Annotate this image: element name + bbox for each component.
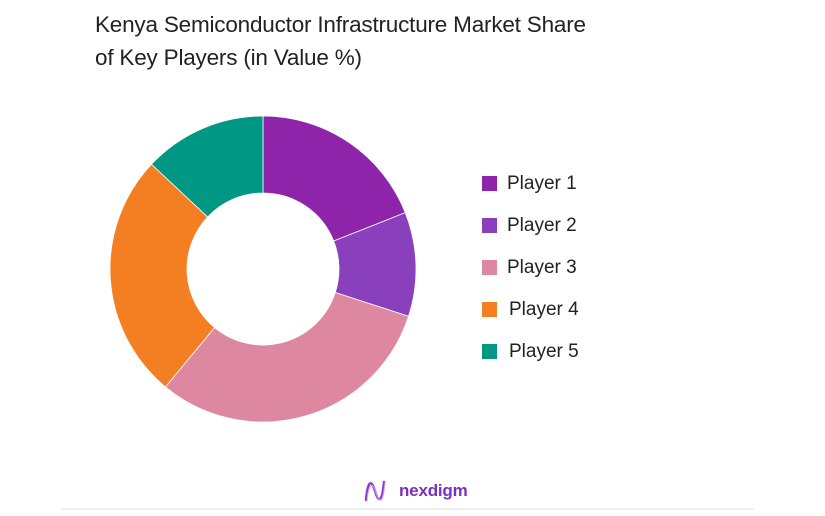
nexdigm-wave-icon <box>364 480 386 502</box>
legend-label: Player 2 <box>507 215 577 236</box>
chart-title-line1: Kenya Semiconductor Infrastructure Marke… <box>95 12 586 37</box>
legend-swatch <box>482 302 497 317</box>
donut-slice-player-4[interactable] <box>109 163 216 388</box>
brand-logo: nexdigm <box>364 478 468 504</box>
legend-label: Player 1 <box>507 173 577 194</box>
donut-slice-player-1[interactable] <box>262 115 406 242</box>
chart-title-line2: of Key Players (in Value %) <box>95 45 362 70</box>
legend-item-player-5[interactable]: Player 5 <box>482 341 579 383</box>
donut-slice-player-5[interactable] <box>150 115 264 218</box>
chart-title: Kenya Semiconductor Infrastructure Marke… <box>95 8 755 74</box>
legend-item-player-2[interactable]: Player 2 <box>482 215 579 257</box>
legend-item-player-4[interactable]: Player 4 <box>482 299 579 341</box>
legend-label: Player 4 <box>509 299 579 320</box>
donut-slice-player-3[interactable] <box>164 291 410 423</box>
legend-item-player-3[interactable]: Player 3 <box>482 257 579 299</box>
legend-swatch <box>482 260 497 275</box>
legend-label: Player 5 <box>509 341 579 362</box>
chart-legend: Player 1 Player 2 Player 3 Player 4 Play… <box>482 173 579 383</box>
legend-swatch <box>482 176 497 191</box>
legend-item-player-1[interactable]: Player 1 <box>482 173 579 215</box>
legend-swatch <box>482 344 497 359</box>
brand-name: nexdigm <box>399 481 468 500</box>
footer-divider <box>61 508 754 510</box>
legend-swatch <box>482 218 497 233</box>
legend-label: Player 3 <box>507 257 577 278</box>
